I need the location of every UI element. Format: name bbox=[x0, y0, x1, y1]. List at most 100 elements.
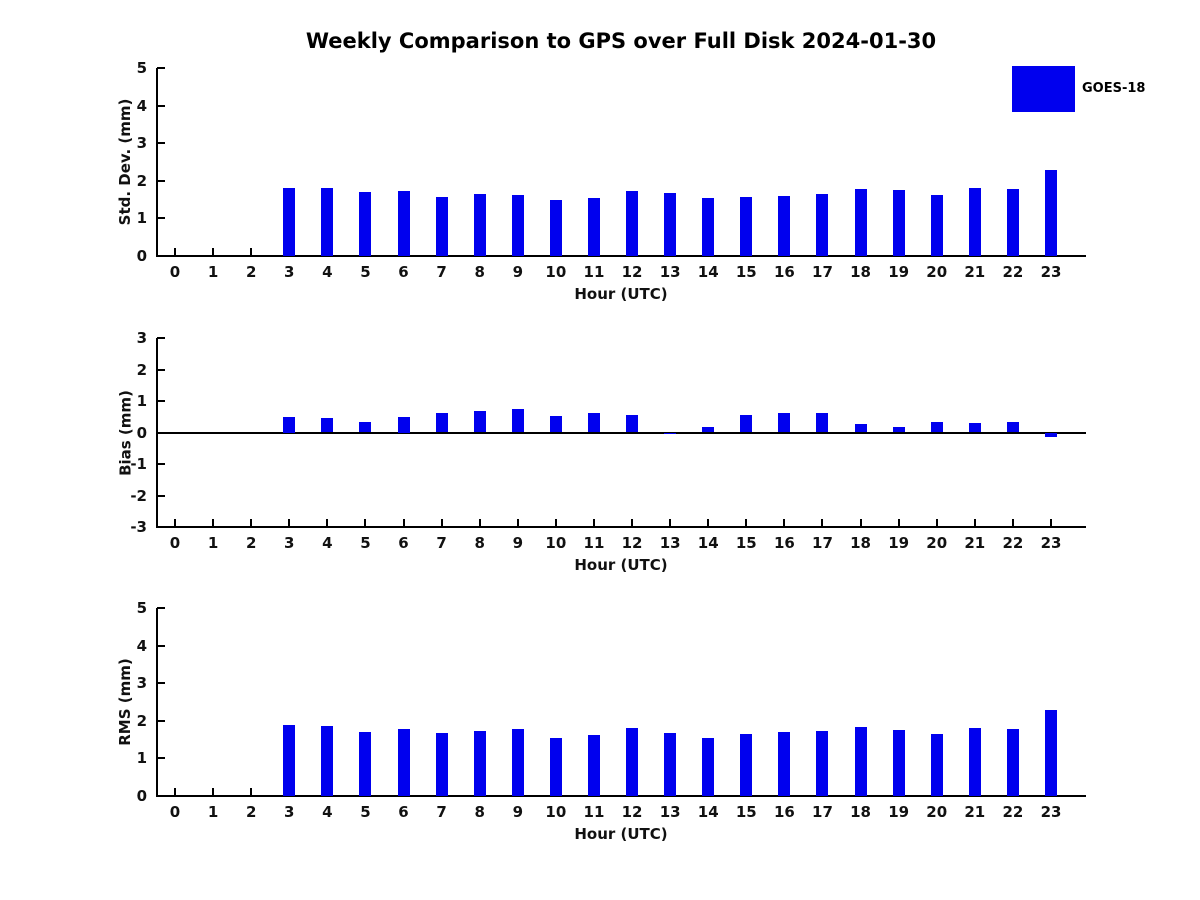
x-tick-label: 23 bbox=[1040, 263, 1062, 281]
bar-hour-7 bbox=[435, 732, 448, 796]
x-tick-label: 22 bbox=[1002, 534, 1024, 552]
y-tick bbox=[157, 795, 165, 797]
y-tick-label: 2 bbox=[136, 171, 147, 190]
bar-hour-23 bbox=[1045, 170, 1057, 256]
x-tick-label: 7 bbox=[436, 534, 447, 552]
y-tick bbox=[157, 368, 165, 371]
x-axis-title-hour-utc: Hour (UTC) bbox=[574, 556, 668, 574]
x-tick-label: 10 bbox=[545, 534, 567, 552]
x-tick-label: 4 bbox=[322, 803, 333, 821]
legend-label: GOES-18 bbox=[1082, 81, 1146, 96]
x-tick bbox=[478, 519, 481, 526]
bar-hour-5 bbox=[359, 192, 372, 256]
x-axis-line bbox=[156, 526, 1086, 528]
x-tick-label: 22 bbox=[1002, 263, 1024, 281]
x-tick-label: 13 bbox=[659, 534, 681, 552]
bar-hour-8 bbox=[473, 194, 486, 256]
chart-title: Weekly Comparison to GPS over Full Disk … bbox=[305, 29, 937, 53]
x-tick-label: 1 bbox=[207, 534, 219, 552]
x-tick-label: 9 bbox=[512, 534, 523, 552]
x-tick-label: 9 bbox=[512, 263, 523, 281]
legend-swatch-goes-18 bbox=[1012, 66, 1075, 112]
bar-hour-17 bbox=[816, 730, 829, 796]
x-tick bbox=[212, 788, 215, 795]
bar-hour-22 bbox=[1006, 189, 1019, 256]
x-tick bbox=[326, 519, 329, 526]
y-tick-label: 3 bbox=[136, 674, 147, 693]
x-tick bbox=[707, 519, 710, 526]
x-tick-label: 0 bbox=[169, 263, 181, 281]
x-tick-label: 13 bbox=[659, 263, 681, 281]
bar-hour-8 bbox=[473, 730, 486, 796]
y-tick-label: 3 bbox=[136, 329, 147, 347]
x-tick-label: 18 bbox=[850, 803, 871, 821]
x-tick-label: 6 bbox=[398, 803, 409, 821]
x-tick-label: 10 bbox=[545, 263, 567, 281]
subplot-bias: Bias (mm) Hour (UTC) -3 -2 -1 0 1 2 3 0 1 2 3 4 5 6 7 8… bbox=[116, 329, 1086, 574]
y-tick-label: 1 bbox=[136, 749, 147, 768]
x-tick bbox=[1050, 519, 1052, 526]
y-tick bbox=[157, 757, 165, 760]
x-tick-label: 8 bbox=[474, 263, 485, 281]
bar-hour-3 bbox=[283, 187, 296, 256]
x-tick-label: 19 bbox=[888, 534, 910, 552]
x-tick-label: 3 bbox=[284, 263, 295, 281]
y-tick bbox=[157, 719, 165, 722]
x-tick-label: 18 bbox=[850, 534, 871, 552]
x-tick-label: 21 bbox=[964, 263, 986, 281]
x-tick-label: 18 bbox=[850, 263, 871, 281]
x-tick-label: 23 bbox=[1040, 803, 1062, 821]
bar-hour-20 bbox=[930, 422, 943, 433]
y-tick bbox=[157, 142, 165, 145]
x-tick bbox=[364, 519, 367, 526]
bar-hour-5 bbox=[359, 422, 372, 433]
x-tick-label: 14 bbox=[697, 803, 719, 821]
x-tick bbox=[174, 519, 176, 526]
x-tick bbox=[250, 788, 253, 795]
x-tick bbox=[897, 519, 900, 526]
bar-hour-6 bbox=[397, 416, 410, 433]
x-tick bbox=[935, 519, 938, 526]
y-tick bbox=[157, 337, 165, 339]
x-tick-label: 2 bbox=[245, 803, 257, 821]
x-tick-label: 21 bbox=[964, 534, 986, 552]
y-tick-label: 1 bbox=[136, 209, 147, 228]
bar-hour-22 bbox=[1006, 729, 1019, 796]
x-tick bbox=[631, 519, 634, 526]
y-tick-label: 4 bbox=[136, 636, 147, 655]
x-tick bbox=[783, 519, 786, 526]
y-tick bbox=[157, 400, 165, 402]
bar-hour-22 bbox=[1006, 422, 1019, 433]
x-tick-label: 3 bbox=[284, 534, 295, 552]
x-tick bbox=[250, 248, 253, 255]
bar-hour-10 bbox=[549, 200, 562, 256]
x-tick-label: 6 bbox=[398, 534, 409, 552]
x-tick-label: 0 bbox=[169, 803, 181, 821]
x-tick-label: 15 bbox=[735, 263, 757, 281]
y-tick bbox=[157, 255, 165, 257]
x-tick-label: 11 bbox=[583, 534, 605, 552]
x-tick-label: 0 bbox=[169, 534, 181, 552]
y-tick bbox=[157, 526, 165, 528]
x-tick-label: 15 bbox=[735, 803, 757, 821]
bar-hour-3 bbox=[283, 416, 296, 433]
bar-hour-18 bbox=[854, 423, 867, 433]
x-tick-label: 20 bbox=[926, 263, 948, 281]
bar-hour-15 bbox=[740, 197, 753, 256]
x-axis-line bbox=[156, 795, 1086, 797]
bar-hour-6 bbox=[397, 191, 410, 256]
bar-hour-23 bbox=[1045, 710, 1057, 796]
x-tick-label: 14 bbox=[697, 263, 719, 281]
x-tick-label: 13 bbox=[659, 803, 681, 821]
x-tick bbox=[212, 248, 215, 255]
x-tick bbox=[1011, 519, 1014, 526]
x-tick bbox=[745, 519, 748, 526]
x-tick-label: 11 bbox=[583, 803, 605, 821]
x-tick bbox=[174, 248, 176, 255]
bar-hour-19 bbox=[892, 190, 905, 256]
y-tick bbox=[157, 607, 165, 609]
bar-hour-12 bbox=[626, 190, 639, 256]
x-tick bbox=[554, 519, 557, 526]
x-tick-label: 11 bbox=[583, 263, 605, 281]
